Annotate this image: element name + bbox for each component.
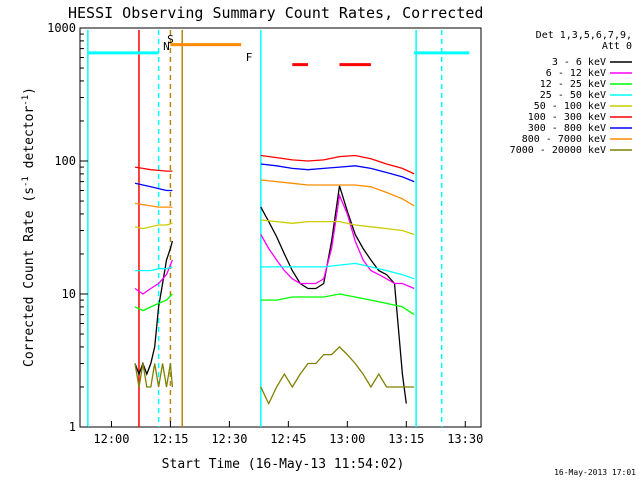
legend-label-0: 3 - 6 keV xyxy=(552,57,606,68)
y-tick-label-2: 100 xyxy=(54,154,76,168)
x-tick-label-6: 13:30 xyxy=(447,432,483,446)
x-tick-label-1: 12:15 xyxy=(152,432,188,446)
axes: 12:00 12:15 12:30 12:45 13:00 13:15 13:30 1 10 10… xyxy=(47,21,483,446)
series-line-3-1 xyxy=(260,262,415,280)
series-line-8-1 xyxy=(260,345,415,406)
chart-title: HESSI Observing Summary Count Rates, Cor… xyxy=(68,4,483,22)
x-tick-label-2: 12:30 xyxy=(211,432,247,446)
series-line-2-0 xyxy=(134,293,173,312)
series-line-4-0 xyxy=(134,222,173,230)
legend-header-0: Det 1,3,5,6,7,9, xyxy=(536,30,632,41)
x-tick-label-5: 13:15 xyxy=(388,432,424,446)
series-line-1-0 xyxy=(134,259,174,295)
x-tick-label-3: 12:45 xyxy=(270,432,306,446)
flag-label-2: F xyxy=(246,51,253,64)
y-axis-label: Corrected Count Rate (s-1 detector-1) xyxy=(21,87,37,367)
footer-timestamp: 16-May-2013 17:01 xyxy=(554,468,636,477)
plot-frame xyxy=(79,27,482,428)
series-line-5-0 xyxy=(134,166,173,172)
legend-label-1: 6 - 12 keV xyxy=(546,68,606,79)
series-layer xyxy=(134,154,415,406)
y-tick-label-0: 1 xyxy=(69,420,76,434)
legend-label-3: 25 - 50 keV xyxy=(540,90,606,101)
legend-label-6: 300 - 800 keV xyxy=(528,123,606,134)
series-line-2-1 xyxy=(260,293,415,316)
flag-label-0: S xyxy=(167,33,174,46)
series-line-3-0 xyxy=(135,266,173,272)
series-line-0-0 xyxy=(134,240,174,376)
series-line-7-0 xyxy=(134,202,173,208)
x-tick-label-0: 12:00 xyxy=(93,432,129,446)
vertical-markers xyxy=(87,30,443,427)
x-axis-label: Start Time (16-May-13 11:54:02) xyxy=(162,457,405,472)
series-line-6-0 xyxy=(134,182,173,192)
series-line-8-0 xyxy=(134,363,174,388)
y-tick-label-3: 1000 xyxy=(47,21,76,35)
x-tick-label-4: 13:00 xyxy=(329,432,365,446)
legend-header-1: Att 0 xyxy=(602,41,632,52)
flag-bars: SN F xyxy=(87,33,470,67)
legend-label-7: 800 - 7000 keV xyxy=(522,134,606,145)
legend-label-4: 50 - 100 keV xyxy=(534,101,606,112)
series-line-6-1 xyxy=(260,163,415,183)
y-tick-label-1: 10 xyxy=(62,287,76,301)
series-line-5-1 xyxy=(260,154,415,175)
series-line-7-1 xyxy=(260,179,415,207)
legend-label-8: 7000 - 20000 keV xyxy=(510,145,606,156)
series-line-4-1 xyxy=(260,219,415,236)
series-line-1-1 xyxy=(260,193,415,290)
legend-label-2: 12 - 25 keV xyxy=(540,79,606,90)
series-line-0-1 xyxy=(260,185,407,404)
legend-label-5: 100 - 300 keV xyxy=(528,112,606,123)
flag-label-1: N xyxy=(163,40,170,53)
